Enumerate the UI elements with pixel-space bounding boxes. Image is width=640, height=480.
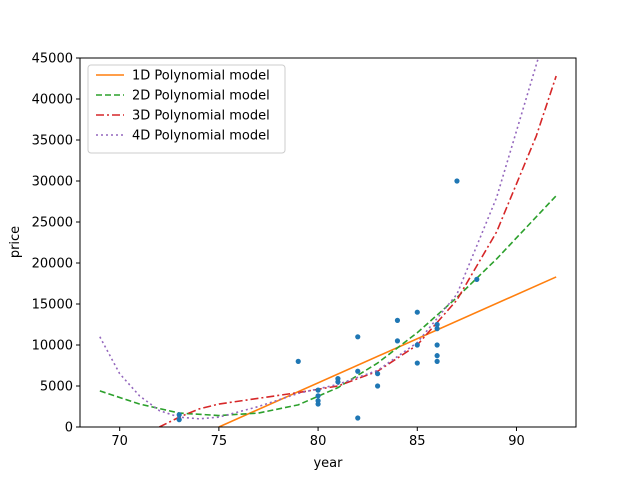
data-point [474,276,480,282]
data-point [355,415,361,421]
legend-label: 1D Polynomial model [132,69,270,84]
y-tick-label: 0 [65,421,73,436]
x-tick-label: 70 [111,434,128,449]
scatter-points [176,178,480,423]
data-point [375,383,381,389]
y-tick-label: 25000 [32,216,73,231]
x-axis-label: year [313,456,343,471]
y-tick-label: 35000 [32,134,73,149]
data-point [434,358,440,364]
series-line [99,195,557,417]
y-axis-label: price [8,226,23,258]
y-tick-label: 45000 [32,52,73,67]
data-point [454,178,460,184]
legend-label: 2D Polynomial model [132,89,270,104]
data-point [414,309,420,315]
data-point [176,417,182,423]
y-tick-label: 10000 [32,339,73,354]
y-tick-label: 5000 [40,380,73,395]
x-tick-label: 75 [211,434,228,449]
series-layer [99,58,557,427]
data-point [315,393,321,399]
series-line [159,75,557,427]
y-tick-label: 15000 [32,298,73,313]
y-axis-ticks: 0 5000 10000 15000 20000 25000 30000 35000 40000… [32,52,80,436]
legend: 1D Polynomial model 2D Polynomial model 3D… [87,64,286,154]
data-point [394,338,401,344]
x-tick-label: 90 [508,434,525,449]
data-point [176,412,182,418]
data-point [434,326,440,332]
data-point [375,371,381,377]
x-tick-label: 80 [310,434,327,449]
y-tick-label: 30000 [32,175,73,190]
data-point [434,321,440,328]
y-tick-label: 40000 [32,93,73,108]
data-point [394,317,401,323]
data-point [335,376,341,382]
data-point [414,360,420,366]
series-line [218,276,557,427]
data-point [355,334,361,340]
data-point [315,398,321,404]
x-axis-ticks: 70 75 80 85 90 [111,427,525,449]
data-point [434,342,440,348]
data-point [295,358,301,364]
legend-label: 3D Polynomial model [132,109,270,124]
data-point [434,353,440,359]
data-point [315,387,321,393]
x-tick-label: 85 [409,434,426,449]
data-point [414,342,420,348]
y-tick-label: 20000 [32,257,73,272]
data-point [355,368,361,374]
legend-box [87,64,286,154]
legend-label: 4D Polynomial model [132,129,270,144]
plot-frame [79,57,577,428]
